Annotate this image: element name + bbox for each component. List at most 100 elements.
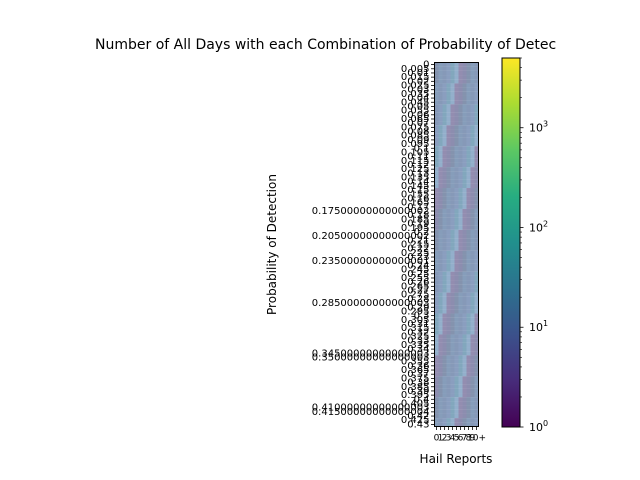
heatmap-cell [466,263,471,268]
heatmap-cell [474,401,479,406]
heatmap-cell [450,83,455,88]
heatmap-cell [458,116,463,122]
y-tick-label: 0.41500000000000004 [312,407,430,418]
heatmap-cell [438,300,443,306]
y-tick-label: 0.23500000000000001 [312,256,430,267]
heatmap-cell [454,196,459,201]
heatmap-cell [446,393,451,398]
y-tick-label: 0.22 [407,244,429,255]
heatmap-cell [458,267,463,272]
heatmap-cell [466,70,471,76]
heatmap-cell [458,418,463,423]
heatmap-cell [434,271,439,276]
heatmap-cell [434,95,439,101]
heatmap-cell [462,418,467,423]
heatmap-cell [434,141,439,147]
heatmap-cell [434,284,439,289]
heatmap-cell [446,221,451,226]
heatmap-cell [434,208,439,214]
heatmap-cell [466,125,471,130]
heatmap-cell [442,384,447,389]
heatmap-cell [474,100,479,105]
heatmap-cell [470,363,475,368]
heatmap-cell [450,351,455,356]
heatmap-cell [470,292,475,297]
y-tick-label: 0.27 [407,286,429,297]
heatmap-cell [470,259,475,264]
heatmap-cell [450,342,455,347]
heatmap-cell [474,393,479,398]
heatmap-cell [462,284,467,289]
heatmap-cell [446,372,451,377]
heatmap-cell [474,221,479,226]
heatmap-cell [438,380,443,385]
heatmap-cell [446,204,451,209]
heatmap-cell [474,254,479,260]
heatmap-cell [434,397,439,402]
heatmap-cell [458,238,463,243]
heatmap-cell [446,158,451,163]
heatmap-cell [454,259,459,264]
heatmap-cell [434,137,439,142]
heatmap-cell [446,213,451,218]
heatmap-cell [458,125,463,130]
heatmap-cell [474,150,479,155]
heatmap-cell [458,133,463,138]
heatmap-cell [454,133,459,138]
heatmap-cell [462,100,467,105]
heatmap-cell [438,141,443,147]
heatmap-cell [442,321,447,327]
heatmap-cell [442,267,447,272]
y-tick-label: 0.425 [401,415,430,426]
heatmap-cell [466,200,471,205]
heatmap-cell [438,401,443,406]
heatmap-cell [470,359,475,364]
heatmap-cell [446,112,451,117]
heatmap-cell [450,384,455,389]
heatmap-cell [454,125,459,130]
heatmap-cell [458,221,463,226]
heatmap-cell [442,116,447,122]
y-tick-label: 0.295 [401,306,430,317]
heatmap-cell [434,305,439,310]
heatmap-cell [446,234,451,239]
heatmap-cell [458,171,463,176]
heatmap-cell [434,154,439,159]
heatmap-cell [454,221,459,226]
heatmap-cell [454,254,459,260]
heatmap-cell [470,275,475,281]
x-tick-label: 4 [450,434,456,444]
heatmap-cell [438,95,443,101]
heatmap-cell [470,393,475,398]
heatmap-cell [458,384,463,389]
heatmap-cell [438,179,443,184]
heatmap-cell [434,129,439,134]
heatmap-cell [442,238,447,243]
heatmap-cell [442,363,447,368]
heatmap-cell [434,192,439,197]
y-tick-label: 0.36 [407,361,429,372]
heatmap-cell [470,133,475,138]
heatmap-cell [466,372,471,377]
heatmap-cell [466,100,471,105]
heatmap-cell [462,125,467,130]
heatmap-cell [462,75,467,80]
heatmap-cell [470,158,475,163]
x-tick-label: 10+ [467,434,486,444]
heatmap-cell [450,66,455,71]
x-tick-label: 9 [470,434,476,444]
heatmap-cell [454,409,459,414]
y-tick-label: 0.355 [401,357,430,368]
heatmap-cell [462,192,467,197]
heatmap-cell [466,275,471,281]
heatmap-cell [434,326,439,331]
heatmap-cell [466,292,471,297]
heatmap-cell [474,91,479,96]
heatmap-cell [442,351,447,356]
heatmap-cell [462,359,467,364]
heatmap-cell [450,259,455,264]
heatmap-cell [454,141,459,147]
heatmap-cell [470,330,475,335]
heatmap-cell [458,305,463,310]
heatmap-cell [470,317,475,322]
